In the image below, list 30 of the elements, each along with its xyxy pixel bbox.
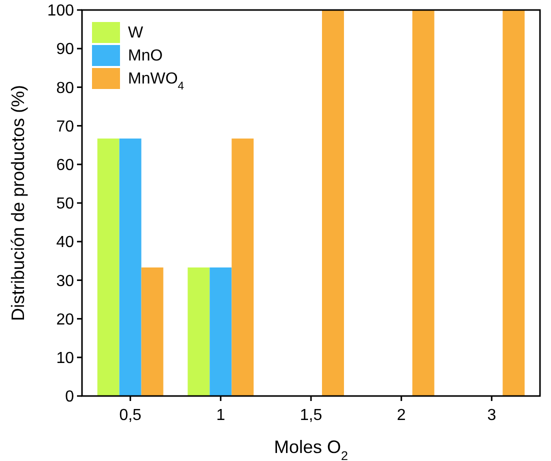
bar xyxy=(188,267,210,396)
y-tick-label: 10 xyxy=(56,350,74,367)
bar xyxy=(502,10,525,396)
bar xyxy=(119,138,142,396)
x-axis-title: Moles O$_{2}$ xyxy=(274,437,348,461)
y-axis-title: Distribución de productos (%) xyxy=(8,84,28,322)
y-tick-label: 100 xyxy=(47,2,74,20)
x-tick-label: 0,5 xyxy=(119,407,142,424)
y-tick-label: 30 xyxy=(56,272,74,290)
y-tick-label: 90 xyxy=(56,41,74,58)
y-tick-label: 80 xyxy=(56,80,74,97)
x-tick-label: 1 xyxy=(216,407,226,424)
bar xyxy=(232,138,254,396)
bar xyxy=(97,138,120,396)
legend-label: MnWO$_{4}$ xyxy=(128,70,184,93)
y-tick-label: 20 xyxy=(56,311,74,328)
bar xyxy=(210,267,232,396)
y-tick-label: 40 xyxy=(56,234,74,252)
y-tick-label: 60 xyxy=(56,157,74,174)
bar xyxy=(412,10,434,396)
bar xyxy=(141,267,164,396)
x-tick-label: 2 xyxy=(396,407,406,424)
x-tick-label: 3 xyxy=(487,407,496,424)
y-tick-label: 0 xyxy=(65,388,74,406)
y-tick-label: 70 xyxy=(56,118,74,136)
y-tick-label: 50 xyxy=(56,196,74,213)
x-tick-label: 1,5 xyxy=(300,407,322,424)
bar xyxy=(322,10,344,396)
legend-label: MnO xyxy=(128,48,163,65)
legend-label: W xyxy=(128,24,144,42)
